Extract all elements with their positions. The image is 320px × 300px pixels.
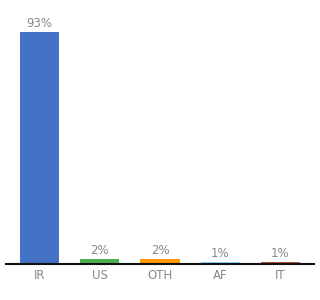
Bar (20, 32, 59, 264)
Bar (201, 262, 240, 264)
Text: 2%: 2% (151, 244, 169, 257)
Bar (80, 259, 119, 264)
Bar (261, 262, 300, 264)
Text: 1%: 1% (271, 247, 290, 260)
Text: 1%: 1% (211, 247, 229, 260)
Text: 93%: 93% (27, 17, 52, 30)
Bar (140, 259, 180, 264)
Text: 2%: 2% (91, 244, 109, 257)
